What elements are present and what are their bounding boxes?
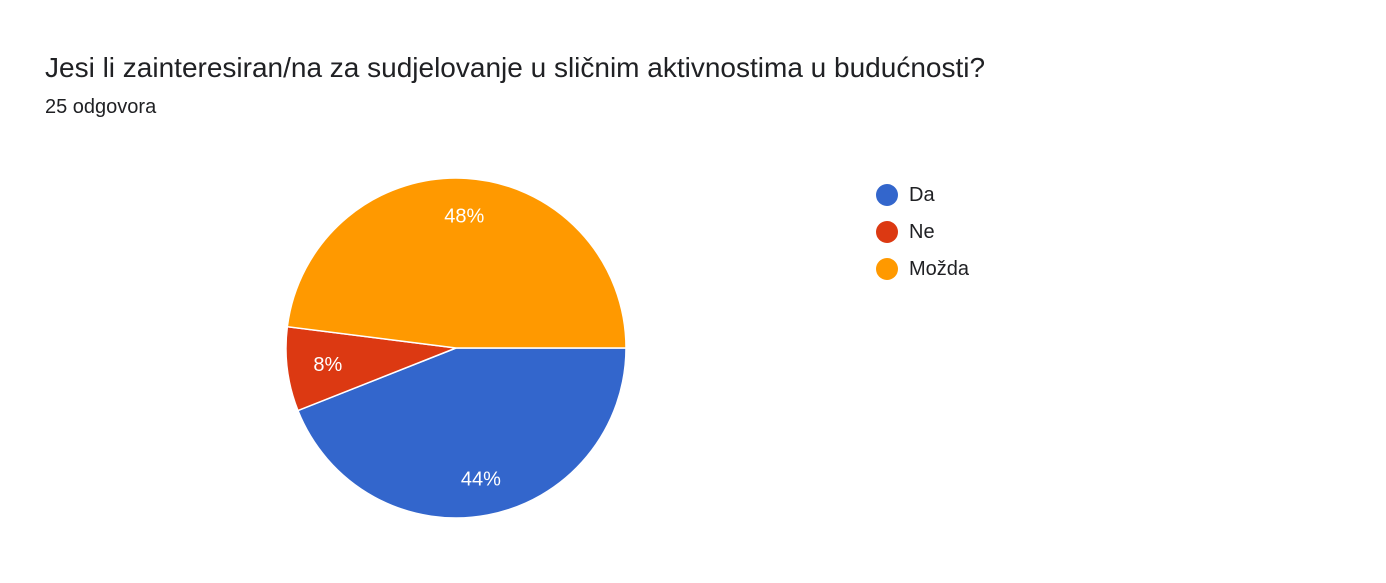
- pie-slice-da: [296, 347, 627, 519]
- chart-legend: Da Ne Možda: [876, 176, 969, 287]
- legend-label: Možda: [909, 257, 970, 280]
- legend-label: Da: [909, 183, 935, 206]
- legend-item-ne[interactable]: Ne: [876, 213, 969, 250]
- legend-item-možda[interactable]: Možda: [876, 250, 969, 287]
- legend-item-da[interactable]: Da: [876, 176, 969, 213]
- legend-swatch-icon: [876, 183, 898, 206]
- response-count: 25 odgovora: [45, 96, 157, 118]
- slice-label-možda: 48%: [444, 206, 484, 228]
- legend-swatch-icon: [876, 220, 898, 243]
- legend-label: Ne: [909, 220, 935, 243]
- slice-label-da: 44%: [461, 468, 501, 490]
- legend-swatch-icon: [876, 257, 898, 280]
- slice-label-ne: 8%: [313, 354, 342, 376]
- pie-slice-možda: [286, 177, 627, 349]
- chart-title: Jesi li zainteresiran/na za sudjelovanje…: [45, 52, 986, 83]
